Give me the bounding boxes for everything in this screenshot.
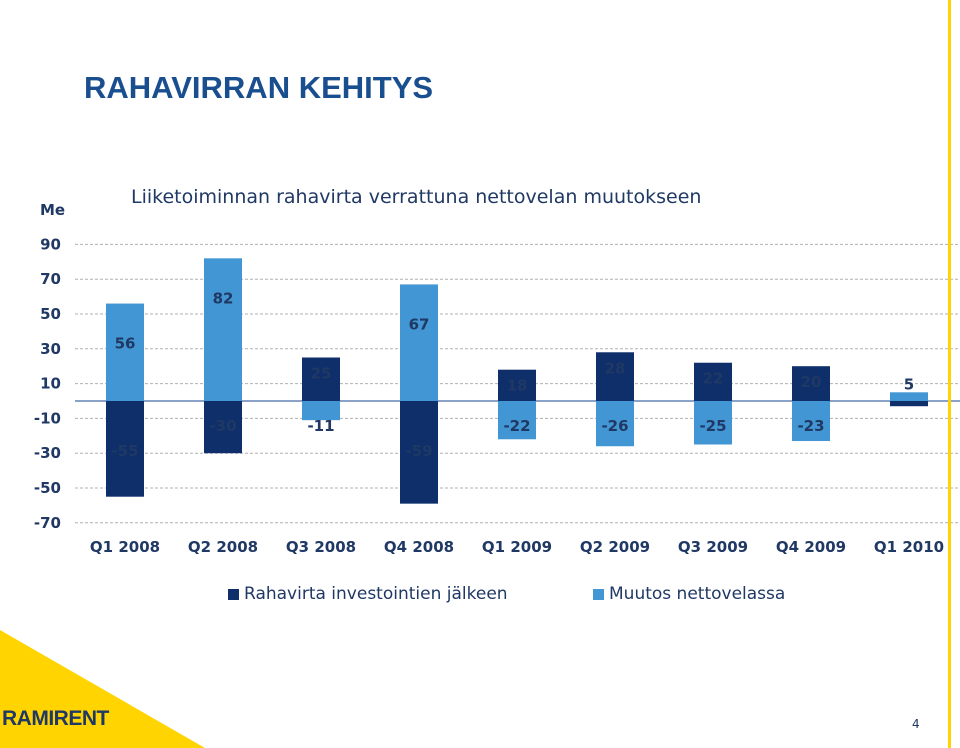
x-tick-label: Q4 2009 xyxy=(776,538,846,556)
data-label: -22 xyxy=(503,417,530,435)
y-tick-label: 70 xyxy=(40,270,61,288)
x-tick-label: Q3 2008 xyxy=(286,538,356,556)
data-label: -59 xyxy=(405,442,432,460)
bar-netdebt xyxy=(596,401,634,447)
y-tick-label: 50 xyxy=(40,305,61,323)
data-label: 22 xyxy=(703,370,724,388)
x-tick-label: Q4 2008 xyxy=(384,538,454,556)
bar-netdebt xyxy=(694,401,732,445)
data-label: 5 xyxy=(904,375,914,393)
data-label: 18 xyxy=(507,377,528,395)
bar-cashflow xyxy=(596,352,634,401)
data-label: 56 xyxy=(115,335,136,353)
x-tick-label: Q2 2008 xyxy=(188,538,258,556)
legend-swatch-netdebt xyxy=(593,588,604,600)
data-label: 82 xyxy=(213,289,234,307)
legend-item-netdebt: Muutos nettovelassa xyxy=(593,584,785,604)
y-tick-label: 30 xyxy=(40,340,61,358)
data-label: 67 xyxy=(409,315,430,333)
data-label: -55 xyxy=(111,442,138,460)
bar-netdebt xyxy=(400,284,438,401)
bar-cashflow xyxy=(106,401,144,497)
data-label: 20 xyxy=(801,373,822,391)
legend-swatch-cashflow xyxy=(228,588,239,600)
yellow-edge-line xyxy=(948,0,951,748)
y-tick-label: -70 xyxy=(34,514,61,532)
y-tick-label: 90 xyxy=(40,235,61,253)
data-label: -23 xyxy=(797,417,824,435)
x-tick-label: Q1 2009 xyxy=(482,538,552,556)
bar-cashflow xyxy=(694,362,732,401)
bar-cashflow xyxy=(302,357,340,401)
page-number: 4 xyxy=(912,717,920,731)
data-label: -30 xyxy=(209,417,236,435)
data-label: -11 xyxy=(307,417,334,435)
legend-item-cashflow: Rahavirta investointien jälkeen xyxy=(228,584,508,604)
y-tick-label: 10 xyxy=(40,375,61,393)
bar-netdebt xyxy=(890,392,928,401)
legend-label-cashflow: Rahavirta investointien jälkeen xyxy=(244,584,508,604)
bar-netdebt xyxy=(302,401,340,421)
bar-cashflow xyxy=(498,369,536,401)
data-label: -25 xyxy=(699,417,726,435)
y-axis-unit-label: Me xyxy=(40,201,66,219)
bar-cashflow xyxy=(400,401,438,504)
bar-cashflow xyxy=(890,401,928,407)
legend-label-netdebt: Muutos nettovelassa xyxy=(609,584,786,604)
x-tick-label: Q2 2009 xyxy=(580,538,650,556)
y-tick-label: -10 xyxy=(34,409,61,427)
chart-title: Liiketoiminnan rahavirta verrattuna nett… xyxy=(131,186,702,208)
x-tick-label: Q1 2010 xyxy=(874,538,944,556)
ramirent-logo: RAMIRENT xyxy=(2,707,109,730)
data-label: 28 xyxy=(605,359,626,377)
bar-netdebt xyxy=(204,258,242,401)
y-tick-label: -50 xyxy=(34,479,61,497)
x-tick-label: Q3 2009 xyxy=(678,538,748,556)
bar-netdebt xyxy=(792,401,830,442)
bar-netdebt xyxy=(106,303,144,401)
bar-cashflow xyxy=(204,401,242,454)
data-label: -26 xyxy=(601,417,628,435)
data-label: 25 xyxy=(311,365,332,383)
y-tick-label: -30 xyxy=(34,444,61,462)
bar-cashflow xyxy=(792,366,830,401)
x-tick-label: Q1 2008 xyxy=(90,538,160,556)
slide-title: RAHAVIRRAN KEHITYS xyxy=(84,70,434,105)
bar-netdebt xyxy=(498,401,536,440)
